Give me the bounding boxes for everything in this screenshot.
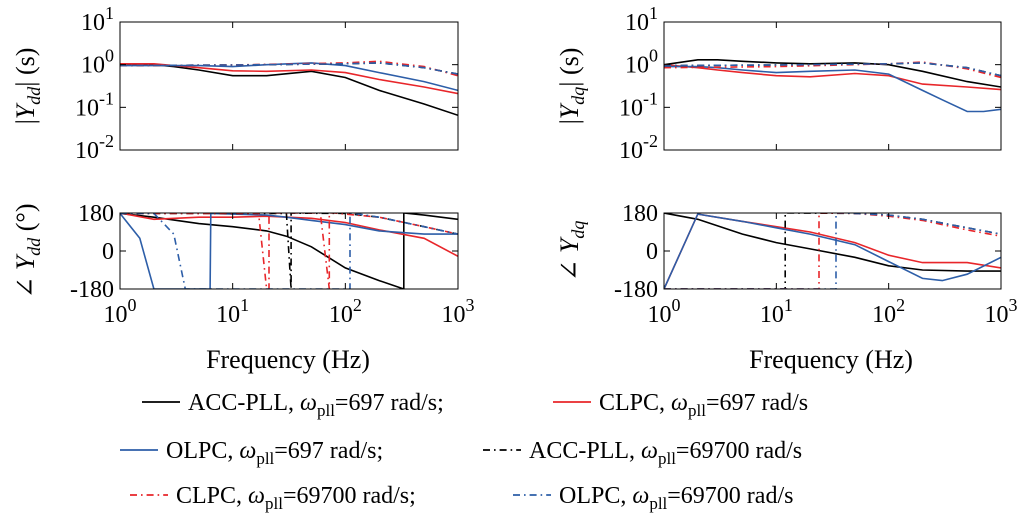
legend-label-olpc_h: OLPC, ωpll=69700 rad/s [559,483,793,513]
series-line-olpc [120,62,458,92]
y-axis-label: |Ydd| (s) [11,48,44,125]
y-tick-label: 10-2 [75,131,114,164]
series-line-olpc [664,213,1001,289]
y-tick-label: 100 [625,46,658,79]
x-tick-label: 102 [872,295,905,328]
panel-magnitude-ydd: 101 100 10-1 10-2 |Ydd| (s) [11,3,459,164]
series-line-acc [120,213,458,289]
series-line-olpc_h [120,213,458,289]
legend: ACC-PLL, ωpll=697 rad/s; CLPC, ωpll=697 r… [120,390,808,513]
y-tick-label: 101 [81,3,114,36]
y-tick-label: 180 [78,201,114,227]
series-line-acc [664,59,1001,88]
x-axis-label-left: Frequency (Hz) [206,345,370,374]
y-tick-label: 10-2 [619,131,658,164]
series-line-olpc [120,213,458,289]
legend-label-clpc_h: CLPC, ωpll=69700 rad/s; [176,483,416,513]
y-axis-label: ∠ Ydq [555,221,588,282]
y-axis-label: |Ydq| (s) [555,48,588,125]
legend-label-clpc: CLPC, ωpll=697 rad/s [599,390,808,420]
plot-frame [663,21,1002,151]
series-line-acc_h [120,213,458,289]
series-line-olpc_h [120,62,458,75]
y-tick-label: -180 [70,277,114,303]
x-tick-label: 100 [104,295,137,328]
x-tick-label: 101 [216,295,249,328]
x-tick-label: 102 [329,295,362,328]
series-line-olpc [664,65,1001,113]
x-axis-label-right: Frequency (Hz) [749,345,913,374]
x-tick-label: 100 [648,295,681,328]
series-line-clpc [664,63,1001,91]
y-tick-label: -180 [614,277,658,303]
y-tick-label: 101 [625,3,658,36]
y-tick-label: 0 [102,239,114,265]
y-tick-label: 0 [646,239,658,265]
x-tick-label: 103 [442,295,475,328]
y-tick-label: 10-1 [75,88,114,121]
series-line-acc [664,213,1001,272]
y-tick-label: 10-1 [619,88,658,121]
legend-label-acc: ACC-PLL, ωpll=697 rad/s; [188,390,444,420]
panel-magnitude-ydq: 101 100 10-1 10-2 |Ydq| (s) [555,3,1002,164]
legend-label-olpc: OLPC, ωpll=697 rad/s; [166,438,383,468]
y-tick-label: 100 [81,46,114,79]
legend-label-acc_h: ACC-PLL, ωpll=69700 rad/s [529,438,802,468]
series-line-acc [120,63,458,117]
x-tick-label: 103 [985,295,1018,328]
y-tick-label: 180 [622,201,658,227]
plot-frame [119,21,459,151]
x-tick-label: 101 [760,295,793,328]
y-axis-label: ∠ Ydd (°) [11,204,44,299]
